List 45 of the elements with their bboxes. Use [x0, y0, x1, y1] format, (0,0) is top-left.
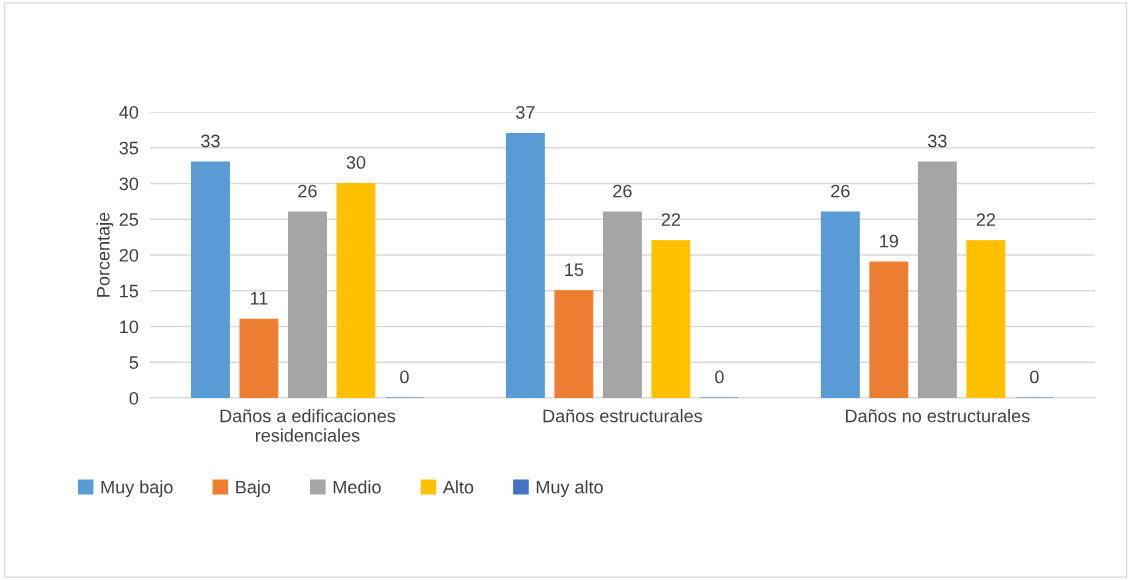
legend-label: Alto [442, 480, 474, 494]
bar [554, 290, 594, 398]
legend-label: Bajo [236, 480, 271, 498]
x-tick-label: Daños a edificaciones residenciales [220, 409, 396, 442]
data-label: 26 [298, 184, 317, 198]
data-label: 37 [516, 105, 535, 119]
bar [651, 240, 691, 398]
bar [966, 240, 1006, 398]
data-label: 22 [976, 213, 995, 226]
legend-label: Muy alto [536, 480, 603, 498]
bar [239, 318, 279, 398]
data-label: 33 [201, 134, 220, 148]
bar [820, 211, 860, 398]
y-tick-label: 10 [120, 320, 139, 334]
x-tick-label: Daños no estructurales [845, 409, 1030, 423]
bar [287, 211, 327, 398]
y-tick-label: 25 [119, 213, 139, 226]
data-label: 15 [565, 263, 584, 277]
x-tick-label: Daños estructurales [543, 409, 703, 423]
y-axis-title: Porcentaje [96, 212, 114, 297]
data-label: 0 [1030, 370, 1039, 384]
data-label: 22 [661, 213, 681, 226]
data-label: 11 [250, 292, 268, 305]
data-label: 33 [927, 134, 947, 148]
y-tick-label: 35 [119, 141, 139, 155]
y-tick-label: 30 [119, 177, 139, 191]
data-label: 19 [880, 234, 899, 248]
bar [336, 182, 376, 398]
bar [917, 161, 957, 398]
legend-label: Muy bajo [101, 480, 173, 498]
y-tick-label: 20 [119, 248, 139, 262]
y-tick-label: 15 [120, 284, 139, 298]
data-label: 26 [613, 184, 632, 198]
bar [505, 132, 545, 398]
data-label: 0 [715, 370, 724, 384]
bar [869, 261, 909, 398]
data-label: 30 [346, 156, 366, 169]
y-tick-label: 40 [119, 105, 139, 119]
y-tick-label: 5 [129, 356, 139, 369]
data-label: 0 [400, 370, 409, 384]
legend-label: Medio [333, 480, 381, 494]
y-tick-label: 0 [129, 391, 139, 405]
bar [190, 161, 230, 398]
bar [602, 211, 642, 398]
data-label: 26 [831, 184, 850, 198]
